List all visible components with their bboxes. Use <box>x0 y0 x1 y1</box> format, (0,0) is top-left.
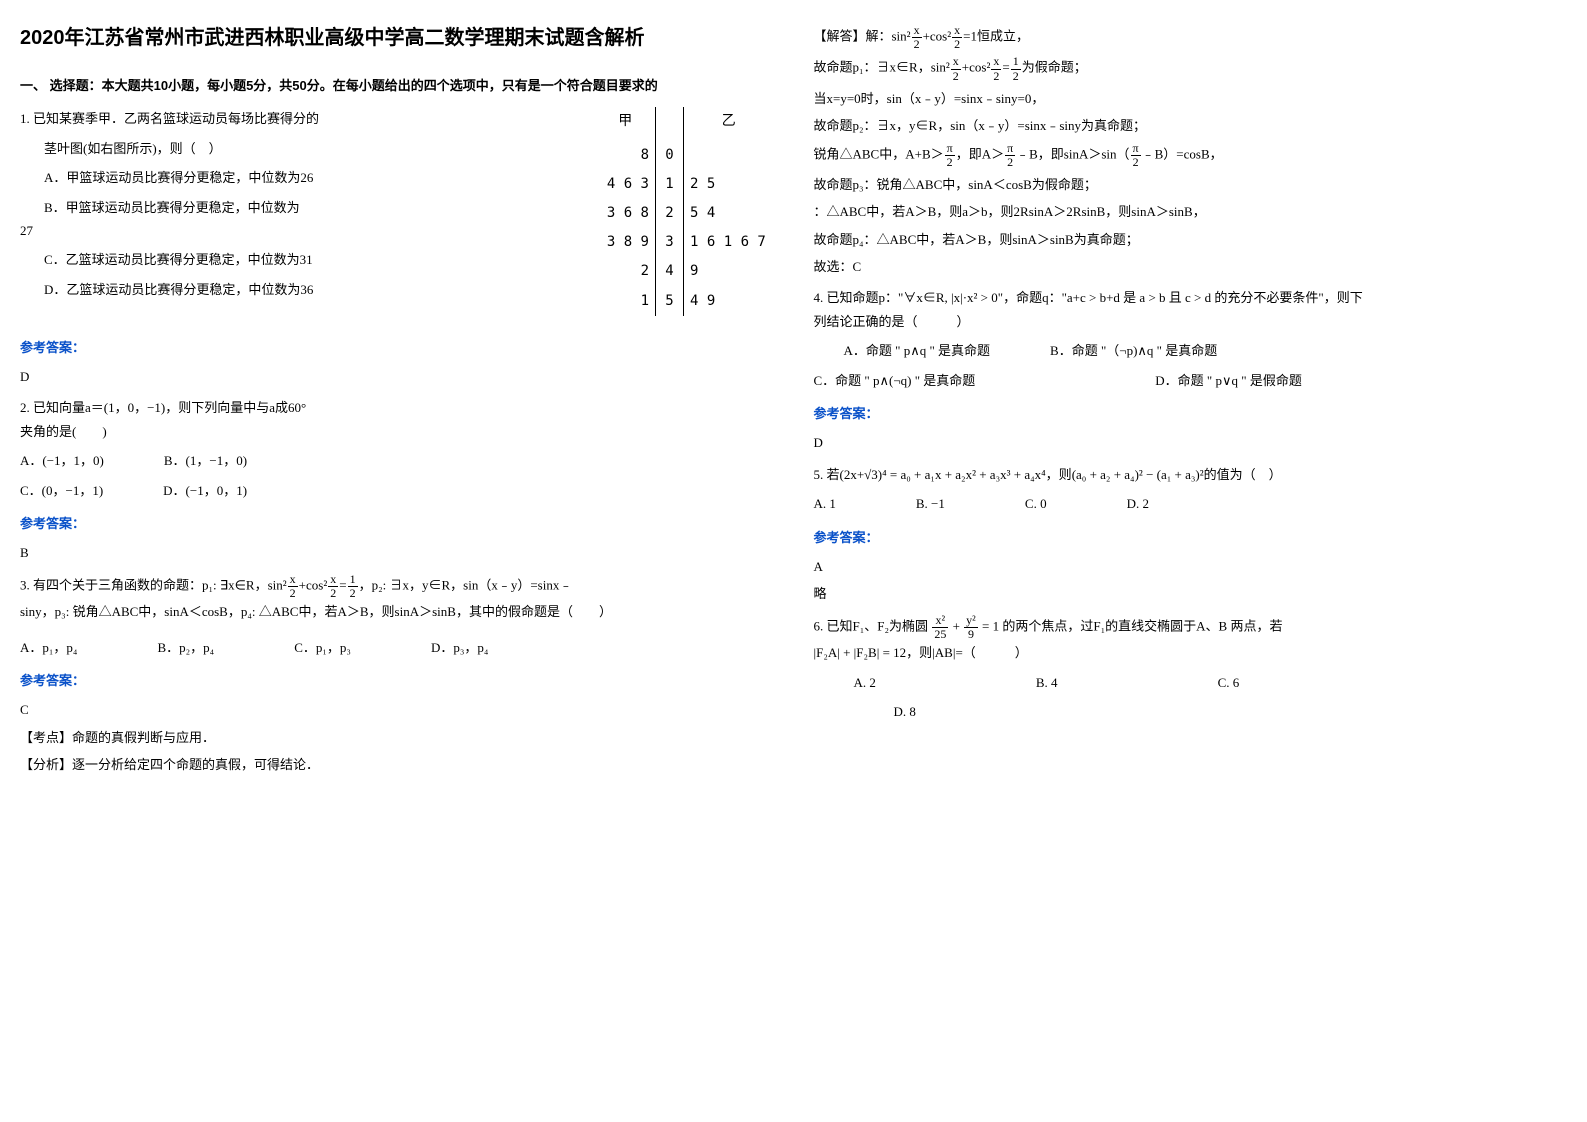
question-5: 5. 若(2x+√3)⁴ = a₀ + a₁x + a₂x² + a₃x³ + … <box>814 463 1568 516</box>
q5-option-c: C. 0 <box>1025 492 1047 515</box>
q6-stem-line2: |F₂A| + |F₂B| = 12，则|AB|=（ ） <box>814 641 1568 664</box>
answer-heading: 参考答案： <box>20 669 774 692</box>
q3-analysis-l6: 故命题p₃：锐角△ABC中，sinA＜cosB为假命题； <box>814 173 1568 196</box>
q3-option-b: B．p₂，p₄ <box>157 636 214 659</box>
q3-analysis-l4: 故命题p₂：∃x，y∈R，sin（x﹣y）=sinx﹣siny为真命题； <box>814 114 1568 137</box>
q3-option-c: C．p₁，p₃ <box>294 636 351 659</box>
q5-option-a: A. 1 <box>814 492 836 515</box>
stemleaf-row: 24 9 <box>596 257 774 286</box>
right-column: 【解答】解：sin²x2+cos²x2=1恒成立， 故命题p₁：∃x∈R，sin… <box>814 20 1568 781</box>
q5-answer-note: 略 <box>814 582 1568 605</box>
stemleaf-row: 4 6 312 5 <box>596 170 774 199</box>
q3-analysis-tag2: 【分析】逐一分析给定四个命题的真假，可得结论． <box>20 753 774 776</box>
stemleaf-header-right: 乙 <box>684 107 774 140</box>
q2-stem: 2. 已知向量a＝(1，0，−1)，则下列向量中与a成60° <box>20 396 774 419</box>
q2-option-c: C．(0，−1，1) <box>20 479 103 502</box>
q5-answer: A <box>814 555 1568 578</box>
q1-answer: D <box>20 365 774 388</box>
q3-option-d: D．p₃，p₄ <box>431 636 488 659</box>
q6-option-d: D. 8 <box>894 704 916 719</box>
question-1: 甲 乙 80 4 6 312 5 3 6 825 4 3 8 931 6 1 6… <box>20 107 774 325</box>
q5-stem: 5. 若(2x+√3)⁴ = a₀ + a₁x + a₂x² + a₃x³ + … <box>814 463 1568 486</box>
stemleaf-row: 3 6 825 4 <box>596 199 774 228</box>
q2-option-b: B．(1，−1，0) <box>164 449 247 472</box>
question-2: 2. 已知向量a＝(1，0，−1)，则下列向量中与a成60° 夹角的是( ) A… <box>20 396 774 502</box>
question-6: 6. 已知F₁、F₂为椭圆 x²25 + y²9 = 1 的两个焦点，过F₁的直… <box>814 614 1568 724</box>
q3-stem-line1: 3. 有四个关于三角函数的命题：p₁: ∃x∈R，sin²x2+cos²x2=1… <box>20 573 774 600</box>
question-3: 3. 有四个关于三角函数的命题：p₁: ∃x∈R，sin²x2+cos²x2=1… <box>20 573 774 659</box>
q3-stem-line2: siny，p₃: 锐角△ABC中，sinA＜cosB，p₄: △ABC中，若A＞… <box>20 600 774 623</box>
q6-option-b: B. 4 <box>1036 671 1058 694</box>
stemleaf-row: 80 <box>596 141 774 170</box>
answer-heading: 参考答案： <box>20 512 774 535</box>
q4-option-d: D．命题 " p∨q " 是假命题 <box>1155 369 1302 392</box>
q4-answer: D <box>814 431 1568 454</box>
q6-stem-line1: 6. 已知F₁、F₂为椭圆 x²25 + y²9 = 1 的两个焦点，过F₁的直… <box>814 614 1568 641</box>
q4-option-b: B．命题 "（¬p)∧q " 是真命题 <box>1050 339 1217 362</box>
q2-option-a: A．(−1，1，0) <box>20 449 104 472</box>
page-title: 2020年江苏省常州市武进西林职业高级中学高二数学理期末试题含解析 <box>20 20 774 56</box>
left-column: 2020年江苏省常州市武进西林职业高级中学高二数学理期末试题含解析 一、 选择题… <box>20 20 774 781</box>
q3-option-a: A．p₁，p₄ <box>20 636 77 659</box>
stemleaf-row: 154 9 <box>596 287 774 316</box>
q6-option-a: A. 2 <box>854 671 876 694</box>
q3-analysis-l5: 锐角△ABC中，A+B＞π2，即A＞π2﹣B，即sinA＞sin（π2﹣B）=c… <box>814 142 1568 169</box>
stemleaf-row: 3 8 931 6 1 6 7 <box>596 228 774 257</box>
q4-option-a: A．命题 " p∧q " 是真命题 <box>844 339 991 362</box>
q5-option-d: D. 2 <box>1127 492 1149 515</box>
question-4: 4. 已知命题p："∀x∈R, |x|·x² > 0"，命题q："a+c > b… <box>814 286 1568 392</box>
q3-answer: C <box>20 698 774 721</box>
q3-analysis-l8: 故命题p₄：△ABC中，若A＞B，则sinA＞sinB为真命题； <box>814 228 1568 251</box>
page: 2020年江苏省常州市武进西林职业高级中学高二数学理期末试题含解析 一、 选择题… <box>20 20 1567 781</box>
q4-option-c: C．命题 " p∧(¬q) " 是真命题 <box>814 369 976 392</box>
q3-analysis-l3: 当x=y=0时，sin（x﹣y）=sinx﹣siny=0， <box>814 87 1568 110</box>
q3-analysis-l2: 故命题p₁：∃x∈R，sin²x2+cos²x2=12为假命题； <box>814 55 1568 82</box>
q6-option-c: C. 6 <box>1218 671 1240 694</box>
q2-stem2: 夹角的是( ) <box>20 420 774 443</box>
q3-analysis-tag1: 【考点】命题的真假判断与应用． <box>20 726 774 749</box>
q2-option-d: D．(−1，0，1) <box>163 479 247 502</box>
stemleaf-header-left: 甲 <box>596 107 656 140</box>
stem-leaf-plot: 甲 乙 80 4 6 312 5 3 6 825 4 3 8 931 6 1 6… <box>596 107 774 315</box>
q3-analysis-l1: 【解答】解：sin²x2+cos²x2=1恒成立， <box>814 24 1568 51</box>
q5-option-b: B. −1 <box>916 492 945 515</box>
answer-heading: 参考答案： <box>814 402 1568 425</box>
q3-analysis-l9: 故选：C <box>814 255 1568 278</box>
q4-stem: 4. 已知命题p："∀x∈R, |x|·x² > 0"，命题q："a+c > b… <box>814 286 1568 309</box>
answer-heading: 参考答案： <box>20 336 774 359</box>
section-heading: 一、 选择题：本大题共10小题，每小题5分，共50分。在每小题给出的四个选项中，… <box>20 74 774 97</box>
q2-answer: B <box>20 541 774 564</box>
q4-stem2: 列结论正确的是（ ） <box>814 310 1568 333</box>
answer-heading: 参考答案： <box>814 526 1568 549</box>
q3-analysis-l7: ：△ABC中，若A＞B，则a＞b，则2RsinA＞2RsinB，则sinA＞si… <box>814 200 1568 223</box>
